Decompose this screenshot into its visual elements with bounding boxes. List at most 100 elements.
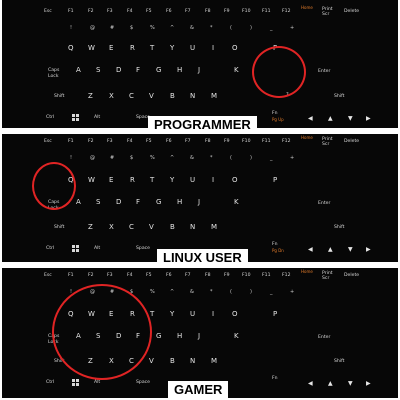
arrow-down-icon[interactable]: ▼ (348, 246, 353, 253)
key-f1[interactable]: F1 (68, 139, 74, 144)
key-d[interactable]: D (116, 198, 122, 206)
key-w[interactable]: W (88, 176, 95, 184)
key-8[interactable]: * (210, 289, 213, 295)
key-h[interactable]: H (177, 332, 183, 340)
key-e[interactable]: E (109, 44, 114, 52)
key-s[interactable]: S (96, 66, 101, 74)
key-f4[interactable]: F4 (127, 273, 133, 278)
key-f1[interactable]: F1 (68, 9, 74, 14)
key-f7[interactable]: F7 (185, 9, 191, 14)
arrow-right-icon[interactable]: ▶ (366, 246, 371, 253)
key-f8[interactable]: F8 (205, 139, 211, 144)
key-y[interactable]: Y (170, 176, 175, 184)
key-f10[interactable]: F10 (242, 139, 251, 144)
key-esc[interactable]: Esc (44, 139, 52, 144)
key-o[interactable]: O (232, 44, 238, 52)
arrow-down-icon[interactable]: ▼ (348, 115, 353, 122)
key-f[interactable]: F (136, 66, 141, 74)
key-5[interactable]: % (150, 25, 155, 31)
key-f3[interactable]: F3 (107, 9, 113, 14)
key-e[interactable]: E (109, 176, 114, 184)
key-4[interactable]: $ (130, 25, 134, 31)
key-delete[interactable]: Delete (344, 273, 360, 278)
key-9[interactable]: ( (230, 289, 232, 295)
key-f9[interactable]: F9 (224, 139, 230, 144)
key-ctrl[interactable]: Ctrl (46, 115, 55, 120)
key-3[interactable]: # (110, 155, 115, 161)
key-0[interactable]: ) (250, 25, 252, 31)
key-1[interactable]: ! (70, 155, 73, 161)
key-n[interactable]: N (190, 92, 196, 100)
key-equals[interactable]: + (290, 25, 295, 31)
key-f3[interactable]: F3 (107, 273, 113, 278)
key-y[interactable]: Y (170, 44, 175, 52)
key-f7[interactable]: F7 (185, 273, 191, 278)
key-shift[interactable]: Shift (54, 225, 65, 230)
key-2[interactable]: @ (90, 25, 95, 31)
key-m[interactable]: M (211, 92, 218, 100)
key-shift[interactable]: Shift (54, 359, 65, 364)
key-p[interactable]: P (273, 176, 278, 184)
key-g[interactable]: G (156, 66, 162, 74)
key-u[interactable]: U (190, 176, 196, 184)
key-home[interactable]: Home (301, 269, 313, 274)
key-6[interactable]: ^ (170, 25, 175, 31)
key-6[interactable]: ^ (170, 155, 175, 161)
key-j[interactable]: J (198, 332, 201, 340)
key-w[interactable]: W (88, 44, 95, 52)
key-v[interactable]: V (149, 223, 154, 231)
key-9[interactable]: ( (230, 25, 232, 31)
key-b[interactable]: B (170, 92, 175, 100)
key-f1[interactable]: F1 (68, 273, 74, 278)
key-f[interactable]: F (136, 198, 141, 206)
key-m[interactable]: M (211, 223, 218, 231)
arrow-left-icon[interactable]: ◀ (308, 246, 313, 253)
key-print[interactable]: Print Scr (322, 271, 333, 281)
key-n[interactable]: N (190, 357, 196, 365)
key-enter[interactable]: Enter (318, 201, 331, 206)
key-m[interactable]: M (211, 357, 218, 365)
key-fn[interactable]: Fn (272, 376, 278, 381)
key-f7[interactable]: F7 (185, 139, 191, 144)
key-pg-up[interactable]: Pg Up (272, 117, 284, 122)
key-c[interactable]: C (129, 223, 134, 231)
arrow-right-icon[interactable]: ▶ (366, 380, 371, 387)
key-minus[interactable]: _ (270, 25, 273, 31)
key-i[interactable]: I (212, 310, 215, 318)
key-f3[interactable]: F3 (107, 139, 113, 144)
key-f10[interactable]: F10 (242, 273, 251, 278)
key-space[interactable]: Space (136, 246, 150, 251)
key-print[interactable]: Print Scr (322, 137, 333, 147)
key-b[interactable]: B (170, 223, 175, 231)
key-z[interactable]: Z (88, 223, 93, 231)
arrow-up-icon[interactable]: ▲ (328, 246, 333, 253)
key-space[interactable]: Space (136, 115, 150, 120)
key-q[interactable]: Q (68, 44, 74, 52)
key-8[interactable]: * (210, 25, 213, 31)
key-o[interactable]: O (232, 310, 238, 318)
key-f11[interactable]: F11 (262, 9, 271, 14)
key-0[interactable]: ) (250, 155, 252, 161)
key-equals[interactable]: + (290, 155, 295, 161)
key-v[interactable]: V (149, 92, 154, 100)
key-f4[interactable]: F4 (127, 9, 133, 14)
key-8[interactable]: * (210, 155, 213, 161)
key-r[interactable]: R (130, 176, 135, 184)
key-u[interactable]: U (190, 44, 196, 52)
arrow-right-icon[interactable]: ▶ (366, 115, 371, 122)
key-4[interactable]: $ (130, 289, 134, 295)
key-fn[interactable]: Fn (272, 242, 278, 247)
key-a[interactable]: A (76, 198, 81, 206)
key-f11[interactable]: F11 (262, 273, 271, 278)
key-equals[interactable]: + (290, 289, 295, 295)
key-b[interactable]: B (170, 357, 175, 365)
key-enter[interactable]: Enter (318, 335, 331, 340)
key-f12[interactable]: F12 (282, 139, 291, 144)
key-delete[interactable]: Delete (344, 139, 360, 144)
windows-key-icon[interactable] (72, 245, 80, 253)
key-k[interactable]: K (234, 66, 239, 74)
key-7[interactable]: & (190, 289, 194, 295)
key-shift[interactable]: Shift (54, 94, 65, 99)
key-minus[interactable]: _ (270, 155, 273, 161)
key-right-shift[interactable]: Shift (334, 359, 345, 364)
